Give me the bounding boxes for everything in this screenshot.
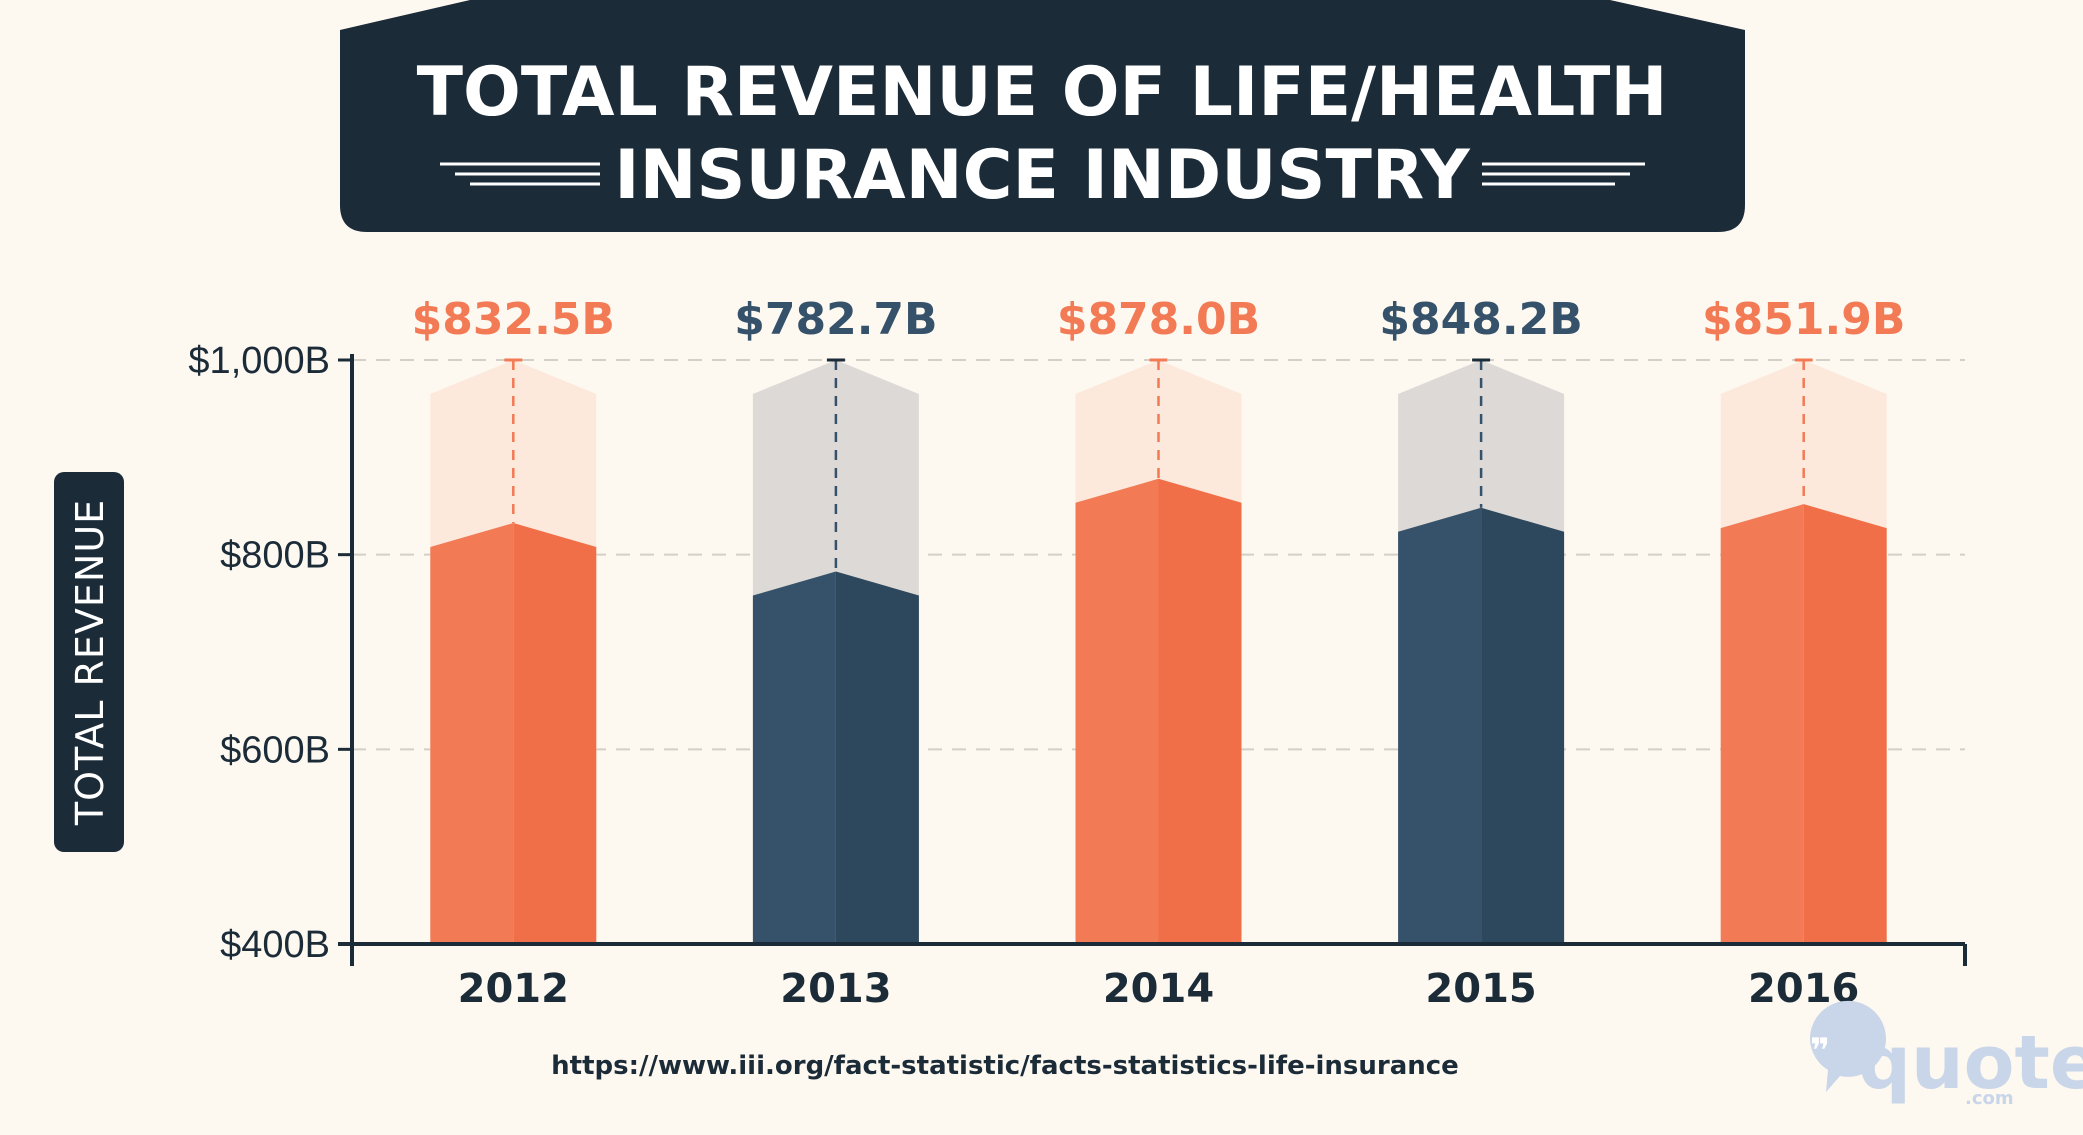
- y-axis-label: TOTAL REVENUE: [68, 499, 112, 826]
- data-label: $851.9B: [1702, 294, 1905, 345]
- bar-shade: [1803, 504, 1887, 944]
- bar: [1398, 507, 1482, 944]
- bar-shade: [1158, 478, 1242, 944]
- quote-logo: ❞ quote .com: [1809, 1000, 2083, 1109]
- bar: [1075, 478, 1159, 944]
- x-tick-label: 2013: [780, 966, 891, 1012]
- svg-text:❞: ❞: [1810, 1031, 1830, 1071]
- source-url: https://www.iii.org/fact-statistic/facts…: [551, 1051, 1459, 1081]
- logo-suffix: .com: [1965, 1088, 2014, 1109]
- x-tick-label: 2012: [458, 966, 569, 1012]
- data-label: $878.0B: [1057, 294, 1260, 345]
- bars: [430, 358, 1887, 944]
- bar-shade: [835, 571, 919, 944]
- x-tick-label: 2015: [1425, 966, 1536, 1012]
- data-label: $782.7B: [734, 294, 937, 345]
- data-label: $848.2B: [1379, 294, 1582, 345]
- labels: $400B $600B $800B $1,000B $832.5B 2012 $782.7B…: [188, 294, 1905, 1012]
- title-banner: TOTAL REVENUE OF LIFE/HEALTH INSURANCE I…: [340, 0, 1745, 232]
- axes: [338, 354, 1967, 966]
- bar: [752, 571, 836, 944]
- bar: [430, 523, 514, 944]
- y-tick-label: $1,000B: [188, 340, 330, 382]
- y-tick-label: $400B: [220, 924, 330, 966]
- bar-shade: [513, 523, 597, 944]
- chart-title-line1: TOTAL REVENUE OF LIFE/HEALTH: [417, 53, 1668, 132]
- chart-title-line2: INSURANCE INDUSTRY: [614, 136, 1470, 215]
- y-axis-label-pill: TOTAL REVENUE: [54, 472, 124, 852]
- bar-shade: [1481, 507, 1565, 944]
- y-tick-label: $800B: [220, 535, 330, 577]
- quote-bubble-icon: [1809, 1000, 1886, 1092]
- y-tick-label: $600B: [220, 729, 330, 771]
- x-tick-label: 2014: [1103, 966, 1214, 1012]
- data-label: $832.5B: [412, 294, 615, 345]
- logo-text: quote: [1858, 1020, 2083, 1106]
- bar: [1720, 504, 1804, 944]
- gridlines: [352, 359, 1965, 751]
- title-decoration-right: [1482, 162, 1645, 186]
- title-decoration-left: [440, 162, 600, 186]
